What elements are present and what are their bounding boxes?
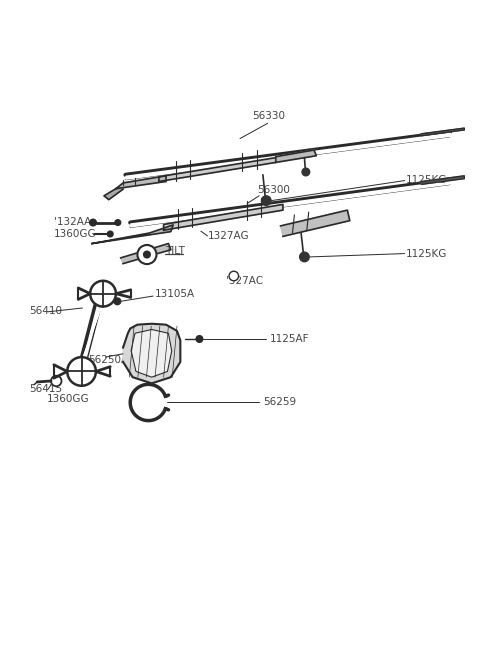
Text: 56415: 56415: [29, 384, 62, 394]
Circle shape: [108, 231, 113, 237]
Text: '132AA: '132AA: [54, 217, 91, 227]
Text: '327AC: '327AC: [226, 276, 263, 286]
Text: 56300: 56300: [257, 185, 289, 195]
Text: 56410: 56410: [29, 306, 62, 316]
Circle shape: [67, 357, 96, 386]
Text: 13105A: 13105A: [155, 289, 195, 299]
Polygon shape: [92, 225, 173, 244]
Polygon shape: [159, 158, 276, 181]
Text: 1125KG: 1125KG: [406, 248, 447, 259]
Text: TILT: TILT: [165, 246, 185, 256]
Circle shape: [229, 271, 239, 281]
Polygon shape: [131, 329, 172, 377]
Circle shape: [114, 298, 120, 305]
Circle shape: [262, 196, 271, 206]
Text: 1125AF: 1125AF: [270, 334, 309, 344]
Circle shape: [144, 251, 150, 258]
Circle shape: [90, 219, 96, 226]
Circle shape: [300, 252, 309, 261]
Polygon shape: [104, 189, 123, 200]
Circle shape: [302, 168, 310, 176]
Circle shape: [90, 281, 116, 307]
Text: 1327AG: 1327AG: [207, 231, 249, 241]
Circle shape: [137, 245, 156, 264]
Polygon shape: [120, 244, 171, 263]
Polygon shape: [276, 150, 316, 162]
Text: 56259: 56259: [263, 397, 296, 407]
Text: 1360GG: 1360GG: [54, 229, 96, 239]
Polygon shape: [421, 128, 464, 136]
Polygon shape: [281, 210, 350, 237]
Polygon shape: [123, 324, 180, 384]
Text: 1125KG: 1125KG: [406, 175, 447, 185]
Text: 56330: 56330: [252, 112, 285, 122]
Polygon shape: [421, 176, 464, 185]
Polygon shape: [164, 204, 283, 230]
Polygon shape: [116, 176, 166, 189]
Text: 56250A: 56250A: [88, 355, 128, 365]
Circle shape: [51, 376, 61, 386]
Text: 1360GG: 1360GG: [47, 394, 90, 403]
Circle shape: [115, 219, 120, 225]
Circle shape: [196, 336, 203, 342]
